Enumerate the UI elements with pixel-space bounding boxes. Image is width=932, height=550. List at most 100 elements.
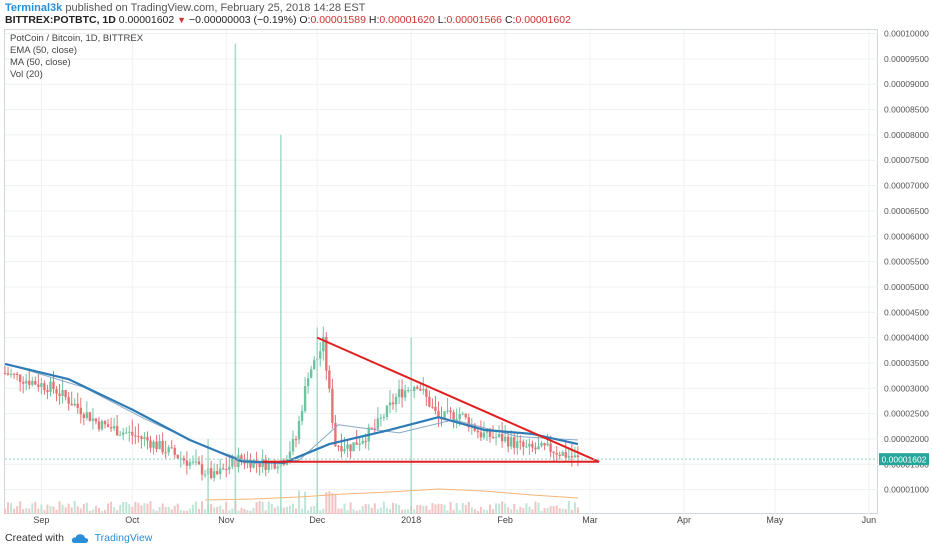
volume-bar — [228, 510, 231, 514]
volume-bar — [137, 502, 140, 514]
candle-body — [209, 468, 213, 479]
candle-body — [458, 414, 461, 420]
candle-body — [337, 446, 340, 448]
volume-bar — [204, 509, 207, 514]
volume-bar — [240, 507, 243, 514]
volume-bar — [219, 505, 222, 514]
volume-bar — [198, 508, 200, 514]
legend-vol[interactable]: Vol (20) — [10, 69, 43, 80]
candle-body — [500, 433, 504, 442]
volume-bar — [467, 501, 470, 514]
candle-body — [61, 389, 64, 396]
candle-body — [482, 432, 486, 438]
volume-bar — [340, 508, 343, 514]
legend-ema[interactable]: EMA (50, close) — [10, 45, 78, 56]
volume-bar — [485, 510, 488, 514]
volume-bar — [170, 509, 173, 514]
y-tick-label: 0.00002000 — [884, 434, 929, 444]
candle-body — [309, 369, 313, 379]
volume-bar — [34, 501, 37, 514]
candle-body — [267, 462, 270, 470]
volume-bar — [367, 504, 370, 514]
volume-bar — [510, 509, 513, 514]
volume-bar — [70, 507, 73, 514]
candle-body — [176, 454, 179, 459]
volume-bar — [349, 502, 352, 514]
tradingview-brand[interactable]: TradingView — [94, 532, 153, 544]
candle-body — [488, 429, 492, 437]
volume-bar — [261, 501, 264, 514]
candle-body — [467, 417, 470, 428]
volume-bar — [155, 510, 158, 514]
volume-bar — [346, 510, 349, 514]
volume-bar — [540, 510, 543, 514]
open-value: 0.00001589 — [310, 14, 366, 26]
candle-body — [249, 459, 252, 468]
candle-body — [31, 381, 34, 385]
candle-body — [322, 336, 325, 352]
candle-body — [137, 435, 140, 437]
candle-body — [531, 443, 534, 448]
candle-body — [479, 432, 483, 438]
close-value: 0.00001602 — [515, 14, 571, 26]
candle-body — [355, 442, 358, 445]
volume-bar — [143, 503, 146, 514]
volume-bar — [173, 505, 176, 514]
volume-bar — [382, 501, 385, 514]
volume-bar — [201, 501, 204, 514]
candle-body — [543, 443, 546, 446]
candle-body — [140, 436, 143, 439]
x-tick-label: May — [766, 515, 784, 525]
candle-body — [443, 411, 446, 420]
volume-bar — [182, 510, 185, 514]
volume-bar — [119, 504, 122, 514]
volume-bar — [97, 508, 100, 514]
candle-body — [179, 458, 183, 460]
candle-body — [6, 373, 10, 375]
volume-bar — [422, 505, 425, 514]
volume-bar — [555, 505, 558, 514]
volume-bar — [298, 490, 301, 514]
y-tick-label: 0.00004000 — [884, 333, 929, 343]
volume-bar — [385, 507, 388, 514]
candle-body — [194, 461, 198, 463]
candle-body — [203, 474, 207, 476]
volume-bar — [364, 504, 367, 514]
candle-body — [200, 464, 204, 475]
volume-bar — [85, 502, 88, 514]
volume-bar — [291, 503, 294, 514]
candle-body — [312, 360, 316, 370]
y-tick-label: 0.00010000 — [884, 29, 929, 39]
volume-bar — [10, 503, 13, 514]
author-link[interactable]: Terminal3k — [5, 2, 63, 14]
candle-body — [376, 418, 380, 429]
candle-body — [413, 386, 416, 392]
candle-body — [167, 447, 170, 453]
ma-50-line[interactable] — [20, 367, 578, 464]
candle-body — [325, 336, 328, 371]
close-label: C: — [504, 14, 516, 26]
volume-bar — [270, 503, 273, 514]
candle-body — [370, 427, 373, 429]
volume-bar — [267, 501, 270, 514]
candle-body — [21, 381, 25, 384]
volume-bar — [249, 510, 252, 514]
volume-bar — [258, 501, 261, 514]
candle-body — [94, 418, 98, 422]
candle-body — [131, 431, 134, 436]
candle-body — [449, 410, 452, 413]
volume-bar — [455, 502, 458, 514]
candle-body — [397, 389, 401, 398]
volume-bar — [395, 503, 398, 514]
volume-bar — [88, 510, 91, 514]
volume-bar — [361, 506, 364, 514]
candle-body — [537, 446, 540, 450]
ema-50-line[interactable] — [4, 362, 579, 464]
trend-line-upper[interactable] — [316, 336, 600, 463]
volume-bar — [543, 508, 546, 514]
volume-bar — [313, 506, 316, 514]
y-tick-label: 0.00005500 — [884, 257, 929, 267]
candle-body — [134, 435, 137, 437]
legend-ma[interactable]: MA (50, close) — [10, 57, 71, 68]
